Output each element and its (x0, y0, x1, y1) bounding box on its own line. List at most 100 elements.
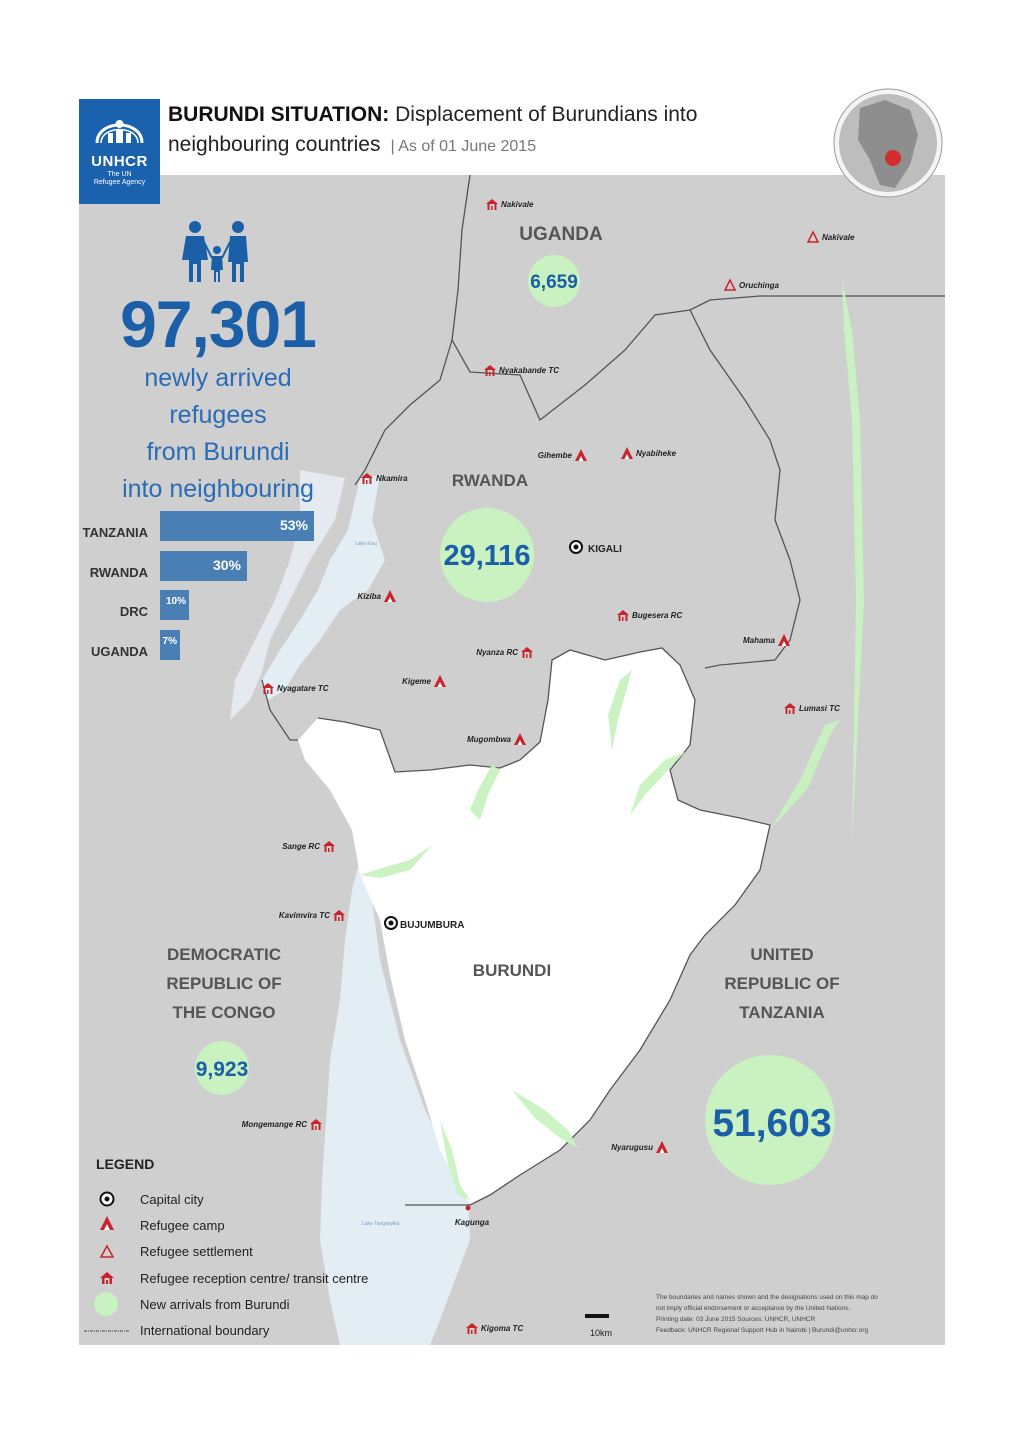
site-label: Sange RC (282, 842, 320, 851)
arrow-makamba (512, 1090, 578, 1148)
bar-label-uganda: UGANDA (90, 644, 148, 659)
tanzania-arrival-circle (705, 1055, 835, 1185)
unhcr-tagline: The UN Refugee Agency (93, 171, 146, 186)
legend-item-boundary: International boundary (140, 1323, 270, 1338)
title-rest: Displacement of Burundians into (395, 103, 698, 126)
site-kiziba-camp: Kiziba (357, 590, 396, 602)
bar-percent: 30% (212, 557, 241, 573)
site-lumasi-tc-reception: Lumasi TC (784, 703, 840, 714)
legend-item-arrivals: New arrivals from Burundi (140, 1297, 290, 1312)
legend-item-capital: Capital city (140, 1192, 204, 1207)
bar-percent: 53% (279, 517, 308, 533)
site-label: Mahama (743, 636, 776, 645)
site-kigoma-tc-reception: Kigoma TC (466, 1323, 523, 1334)
bar-label-rwanda: RWANDA (89, 565, 148, 580)
refugee-settlement-icon (99, 1244, 115, 1258)
site-label: Nyanza RC (476, 648, 518, 657)
bujumbura-label: BUJUMBURA (400, 920, 464, 931)
bar-drc: 10% (160, 590, 189, 620)
rwanda-name: RWANDA (452, 471, 528, 490)
lake-tanganyika (320, 860, 470, 1345)
international-boundaries (261, 174, 945, 1206)
burundi-name: BURUNDI (473, 961, 551, 980)
site-nyagatare-tc-reception: Nyagatare TC (262, 683, 329, 694)
site-label: Kagunga (455, 1218, 490, 1227)
arrow-to-uganda (842, 280, 864, 845)
bar-label-drc: DRC (119, 604, 148, 619)
uganda-arrival-circle (528, 255, 580, 307)
lake-kivu (262, 475, 385, 700)
site-label: Nakivale (822, 233, 855, 242)
arrow-to-tanzania-north (770, 720, 840, 830)
tanzania-name-line3: TANZANIA (739, 1003, 825, 1022)
total-refugees-number: 97,301 (120, 287, 317, 361)
site-nyabiheke-camp: Nyabiheke (621, 447, 677, 459)
title-bold: BURUNDI SITUATION: (168, 103, 390, 126)
site-label: Gihembe (538, 451, 573, 460)
site-mahama-camp: Mahama (743, 634, 790, 646)
site-label: Mongemange RC (242, 1120, 308, 1129)
site-gihembe-camp: Gihembe (538, 449, 587, 461)
site-label: Lumasi TC (799, 704, 840, 713)
arrow-to-kagunga (440, 1120, 470, 1200)
tanzania-count: 51,603 (712, 1102, 831, 1145)
bar-rwanda: 30% (160, 551, 247, 581)
lake-kivu-west (230, 470, 345, 720)
site-label: Nyarugusu (611, 1143, 653, 1152)
site-label: Nyakabande TC (499, 366, 559, 375)
refugee-camp-icon (100, 1216, 114, 1230)
site-sange-rc-reception: Sange RC (282, 841, 335, 852)
site-oruchinga-settlement: Oruchinga (723, 278, 780, 291)
site-kagunga-site: Kagunga (455, 1205, 490, 1227)
bar-percent: 7% (162, 636, 177, 647)
legend-item-settlement: Refugee settlement (140, 1244, 253, 1259)
lake-tanganyika-label: Lake Tanganyika (362, 1221, 400, 1227)
legend-item-reception: Refugee reception centre/ transit centre (140, 1271, 369, 1286)
footnote: The boundaries and names shown and the d… (656, 1294, 878, 1334)
drc-name-line1: DEMOCRATIC (167, 945, 281, 964)
tanzania-name-line1: UNITED (750, 945, 813, 964)
site-label: Kavimvira TC (279, 911, 330, 920)
tanzania-name-line2: REPUBLIC OF (724, 974, 839, 993)
arrow-to-drc (360, 845, 432, 878)
page-title: BURUNDI SITUATION: Displacement of Burun… (168, 100, 808, 162)
kigali-label: KIGALI (588, 544, 622, 555)
site-kigeme-camp: Kigeme (402, 675, 446, 687)
legend-symbols (84, 1191, 130, 1332)
reception-centre-icon (100, 1272, 114, 1284)
legend-title: LEGEND (96, 1156, 155, 1172)
drc-count: 9,923 (196, 1058, 249, 1081)
site-mongemange-rc-reception: Mongemange RC (242, 1119, 322, 1130)
site-label: Nyabiheke (636, 449, 677, 458)
site-label: Oruchinga (739, 281, 780, 290)
unhcr-people-shelter-icon (95, 120, 144, 144)
site-label: Kigeme (402, 677, 431, 686)
site-kavimvira-tc-reception: Kavimvira TC (279, 910, 345, 921)
inset-globe (833, 88, 943, 198)
scale-bar (585, 1314, 609, 1318)
site-nakivale-reception: Nakivale (486, 199, 534, 210)
site-nyarugusu-camp: Nyarugusu (611, 1141, 668, 1153)
site-nakivale-settlement: Nakivale (806, 230, 855, 243)
bar-label-tanzania: TANZANIA (82, 525, 148, 540)
family-icon (182, 221, 248, 282)
legend-item-camp: Refugee camp (140, 1218, 225, 1233)
date-label: | As of 01 June 2015 (390, 138, 537, 155)
bar-uganda: 7% (160, 630, 180, 660)
site-nkamira-reception: Nkamira (361, 473, 408, 484)
site-label: Bugesera RC (632, 611, 682, 620)
capital-kigali-icon (569, 540, 583, 554)
site-label: Nyagatare TC (277, 684, 329, 693)
bar-percent: 10% (165, 596, 186, 607)
drc-name-line3: THE CONGO (173, 1003, 276, 1022)
site-bugesera-rc-reception: Bugesera RC (617, 610, 682, 621)
drc-arrival-circle (195, 1041, 249, 1095)
capital-city-icon (99, 1191, 115, 1207)
new-arrivals-circle-icon (94, 1292, 118, 1316)
site-mugombwa-camp: Mugombwa (467, 733, 526, 745)
bar-tanzania: 53% (160, 511, 314, 541)
scale-label: 10km (590, 1328, 613, 1338)
arrival-arrows (360, 280, 864, 1200)
unhcr-wordmark: UNHCR (91, 153, 148, 170)
title-line2: neighbouring countries (168, 133, 381, 156)
